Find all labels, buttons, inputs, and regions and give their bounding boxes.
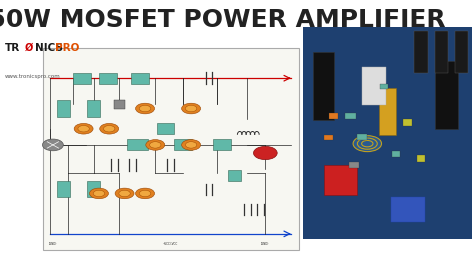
Circle shape: [185, 142, 197, 148]
Text: PRO: PRO: [55, 43, 79, 53]
Circle shape: [115, 188, 134, 199]
FancyBboxPatch shape: [329, 113, 338, 119]
Circle shape: [78, 126, 89, 132]
Text: +VCC/-VCC: +VCC/-VCC: [163, 242, 178, 246]
FancyBboxPatch shape: [57, 101, 70, 117]
FancyBboxPatch shape: [43, 48, 299, 250]
Text: Ø: Ø: [25, 43, 33, 53]
FancyBboxPatch shape: [417, 155, 425, 162]
Circle shape: [90, 188, 109, 199]
FancyBboxPatch shape: [324, 135, 333, 140]
Circle shape: [139, 190, 151, 197]
FancyBboxPatch shape: [414, 31, 428, 73]
Circle shape: [185, 105, 197, 112]
Circle shape: [139, 105, 151, 112]
Text: (GND): (GND): [261, 242, 270, 246]
Circle shape: [150, 142, 161, 148]
Circle shape: [136, 103, 155, 114]
FancyBboxPatch shape: [402, 35, 466, 82]
FancyBboxPatch shape: [435, 31, 448, 73]
FancyBboxPatch shape: [228, 170, 241, 181]
FancyBboxPatch shape: [73, 73, 91, 84]
FancyBboxPatch shape: [303, 27, 472, 239]
FancyBboxPatch shape: [324, 165, 357, 195]
Circle shape: [43, 139, 64, 151]
Text: (GND): (GND): [49, 242, 57, 246]
FancyBboxPatch shape: [391, 197, 425, 222]
Text: 150W MOSFET POWER AMPLIFIER: 150W MOSFET POWER AMPLIFIER: [0, 8, 446, 32]
Circle shape: [182, 140, 201, 150]
FancyBboxPatch shape: [174, 139, 192, 151]
Circle shape: [182, 103, 201, 114]
FancyBboxPatch shape: [156, 123, 174, 134]
FancyBboxPatch shape: [346, 113, 356, 119]
Circle shape: [100, 123, 118, 134]
Circle shape: [93, 190, 105, 197]
FancyBboxPatch shape: [87, 181, 100, 197]
FancyBboxPatch shape: [380, 84, 388, 89]
FancyBboxPatch shape: [99, 73, 117, 84]
FancyBboxPatch shape: [57, 181, 70, 197]
FancyBboxPatch shape: [403, 119, 412, 126]
Circle shape: [254, 146, 277, 160]
FancyBboxPatch shape: [349, 162, 359, 168]
Text: www.tronicspro.com: www.tronicspro.com: [5, 74, 61, 80]
FancyBboxPatch shape: [362, 67, 386, 105]
FancyBboxPatch shape: [392, 151, 400, 157]
Circle shape: [119, 190, 130, 197]
Circle shape: [353, 136, 382, 152]
FancyBboxPatch shape: [87, 101, 100, 117]
FancyBboxPatch shape: [114, 101, 125, 109]
FancyBboxPatch shape: [379, 88, 396, 135]
FancyBboxPatch shape: [357, 134, 367, 140]
FancyBboxPatch shape: [455, 31, 468, 73]
Text: NICS: NICS: [35, 43, 63, 53]
FancyBboxPatch shape: [127, 139, 147, 151]
FancyBboxPatch shape: [313, 52, 335, 120]
FancyBboxPatch shape: [303, 27, 472, 239]
FancyBboxPatch shape: [435, 61, 458, 129]
Circle shape: [103, 126, 115, 132]
FancyBboxPatch shape: [131, 73, 149, 84]
Circle shape: [146, 140, 165, 150]
Circle shape: [74, 123, 93, 134]
Text: TR: TR: [5, 43, 20, 53]
FancyBboxPatch shape: [213, 139, 231, 151]
Circle shape: [136, 188, 155, 199]
